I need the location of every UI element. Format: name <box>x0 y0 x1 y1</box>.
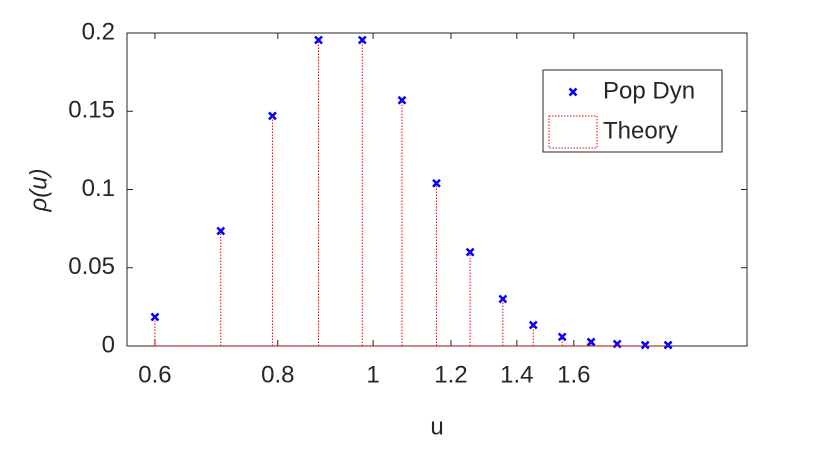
marker <box>498 294 508 304</box>
x-tick-label: 0.8 <box>261 361 294 388</box>
legend-box <box>542 69 723 153</box>
legend-label: Pop Dyn <box>603 77 695 104</box>
marker <box>357 35 367 45</box>
y-tick-label: 0.05 <box>68 253 115 280</box>
marker <box>397 95 407 105</box>
y-tick-label: 0.1 <box>82 175 115 202</box>
y-tick-label: 0.2 <box>82 18 115 45</box>
legend: Pop Dyn Theory <box>542 69 723 153</box>
x-tick-label: 1.2 <box>434 361 467 388</box>
marker <box>314 35 323 45</box>
y-tick-label: 0.15 <box>68 97 115 124</box>
marker <box>150 312 160 322</box>
x-tick-label: 1 <box>366 361 379 388</box>
legend-label: Theory <box>603 117 678 144</box>
x-tick-label: 1.6 <box>557 361 590 388</box>
marker <box>528 320 538 330</box>
x-axis-label: u <box>430 413 443 440</box>
legend-swatch <box>568 87 578 97</box>
x-tick-label: 0.6 <box>138 361 171 388</box>
y-axis-label: ρ(u) <box>25 168 52 212</box>
x-tick-label: 1.4 <box>500 361 533 388</box>
marker <box>268 111 277 121</box>
legend-swatch <box>548 115 598 149</box>
y-tick-label: 0 <box>102 331 115 358</box>
